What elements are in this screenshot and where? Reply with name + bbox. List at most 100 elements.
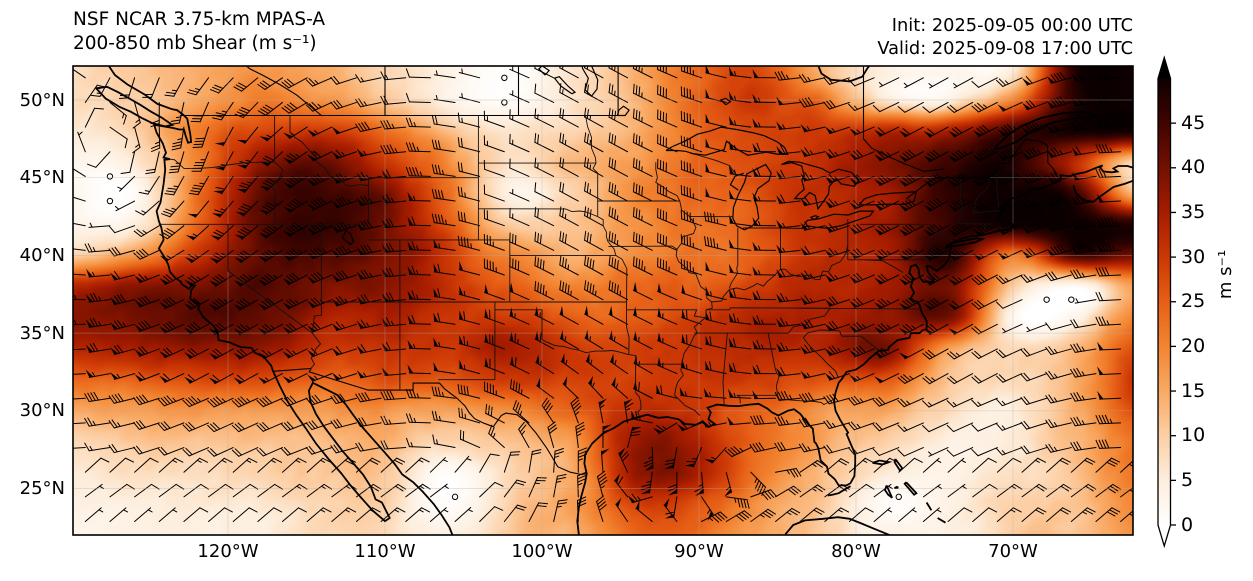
colorbar-tick-label: 5 [1181, 468, 1194, 491]
lake-outline [801, 210, 875, 230]
coastline [872, 459, 893, 466]
lake-outline [781, 160, 860, 211]
colorbar-tick-label: 20 [1181, 334, 1206, 357]
lake-outline [538, 66, 551, 76]
lake-outline [553, 76, 577, 95]
coastline [950, 237, 986, 247]
coastline [937, 517, 946, 524]
coastline [576, 164, 1133, 535]
coastline [893, 458, 904, 473]
state-border-line [802, 332, 839, 379]
colorbar-under-arrow [1158, 525, 1171, 546]
y-tick-label: 45°N [19, 167, 65, 189]
state-border-line [777, 395, 834, 406]
x-tick-label: 70°W [988, 541, 1038, 562]
state-border-line [692, 153, 738, 177]
national-border-line [245, 66, 322, 116]
colorbar-tick-label: 0 [1181, 513, 1194, 536]
lake-outline [719, 97, 732, 106]
state-border-line [310, 332, 322, 369]
plot-title-line1: NSF NCAR 3.75-km MPAS-A [73, 9, 325, 30]
state-border-line [729, 228, 739, 289]
x-tick-label: 90°W [674, 541, 724, 562]
state-border-line [736, 394, 741, 404]
lake-outline [858, 191, 918, 206]
lake-outline [616, 105, 630, 117]
state-border-line [972, 177, 990, 214]
y-tick-label: 25°N [19, 478, 65, 499]
colorbar [1157, 55, 1176, 549]
coastline [993, 110, 1103, 151]
lake-outline [729, 172, 744, 191]
state-border-line [271, 161, 284, 225]
state-border-line [585, 115, 597, 164]
state-border-line [972, 210, 999, 214]
colorbar-tick-label: 10 [1181, 424, 1206, 447]
state-border-line [655, 162, 713, 416]
state-border-line [597, 216, 617, 256]
colorbar-tick-label: 30 [1181, 245, 1206, 268]
colorbar-tick-label: 45 [1181, 111, 1206, 134]
x-tick-label: 80°W [831, 541, 881, 562]
state-border-line [743, 227, 802, 229]
coastline [95, 85, 175, 128]
colorbar-unit-label: m s⁻¹ [1215, 249, 1237, 300]
colorbar-gradient-bar [1158, 78, 1171, 525]
state-border-line [626, 302, 630, 355]
lakes-layer [341, 66, 918, 245]
state-border-line [706, 307, 831, 311]
state-border-line [957, 223, 992, 225]
colorbar-over-arrow [1158, 57, 1171, 79]
y-tick-label: 35°N [19, 322, 65, 344]
state-border-line [957, 212, 963, 224]
state-border-line [494, 309, 543, 340]
lake-outline [665, 126, 789, 156]
coastline-layer [95, 66, 1133, 535]
national-border-line [273, 367, 587, 476]
state-border-line [767, 333, 780, 396]
lake-outline [581, 66, 599, 97]
state-borders-layer [158, 115, 1000, 416]
state-border-line [626, 309, 707, 319]
valid-time-text: Valid: 2025-09-08 17:00 UTC [877, 38, 1133, 59]
coastline [827, 485, 851, 497]
colorbar-tick-label: 40 [1181, 156, 1206, 179]
colorbar-tick-label: 25 [1181, 290, 1206, 313]
coastline [903, 481, 918, 496]
map-lines-layer [73, 66, 1133, 535]
lake-outline [341, 229, 355, 245]
state-border-line [711, 245, 849, 303]
graticule-layer [73, 66, 1133, 535]
state-border-line [311, 224, 322, 334]
state-border-line [959, 177, 963, 213]
lake-outline [810, 215, 820, 221]
state-border-line [864, 259, 904, 273]
coastline [1072, 179, 1133, 203]
coastline [925, 502, 933, 511]
state-border-line [615, 255, 628, 303]
state-border-line [592, 162, 599, 201]
init-time-text: Init: 2025-09-05 00:00 UTC [891, 15, 1133, 36]
coastline [107, 66, 454, 535]
coastline [784, 516, 891, 535]
colorbar-tick-label: 15 [1181, 379, 1206, 402]
x-tick-label: 100°W [511, 541, 573, 562]
state-border-line [995, 172, 1000, 208]
plot-title-line2: 200-850 mb Shear (m s⁻¹) [73, 33, 317, 54]
x-tick-label: 110°W [354, 541, 416, 562]
coastline [817, 66, 871, 83]
state-border-line [807, 329, 880, 351]
lake-outline [732, 163, 772, 231]
state-border-line [608, 245, 678, 250]
state-border-line [922, 257, 930, 261]
national-border-line [862, 66, 944, 172]
national-border-line [989, 138, 1058, 178]
colorbar-tick-label: 35 [1181, 200, 1206, 223]
state-border-line [227, 224, 313, 334]
x-tick-label: 120°W [197, 541, 259, 562]
state-border-line [939, 233, 952, 241]
wind-barbs-canvas [73, 66, 1133, 535]
state-border-line [635, 355, 642, 416]
national-borders-layer [180, 66, 1058, 476]
